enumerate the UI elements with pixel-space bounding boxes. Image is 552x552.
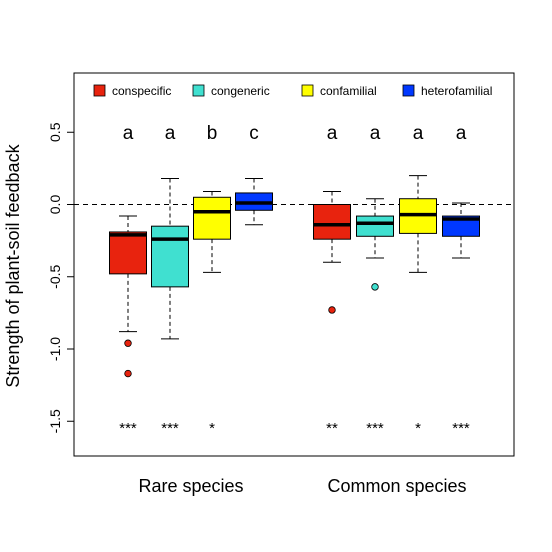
significance-letter: a: [413, 123, 424, 144]
box-iqr: [356, 215, 394, 237]
outlier-point: [371, 283, 379, 291]
box-conspecific-common: [313, 190, 351, 314]
y-tick-label: 0.5: [47, 122, 63, 142]
box-heterofamilial-rare: [235, 177, 273, 226]
outlier-point: [328, 306, 336, 314]
box-heterofamilial-common: [442, 202, 480, 259]
plot-frame: [73, 72, 515, 457]
legend-swatch: [93, 84, 106, 97]
x-axis: Rare species Common species: [138, 476, 466, 496]
box-confamilial-common: [399, 175, 437, 273]
significance-letter: c: [249, 123, 259, 144]
legend-item-confamilial: confamilial: [301, 84, 377, 98]
significance-stars: *** *** * ** *** * ***: [119, 420, 470, 437]
significance-letter: b: [207, 123, 218, 144]
significance-letter: a: [123, 123, 134, 144]
box-iqr: [109, 231, 147, 275]
significance-letter: a: [327, 123, 338, 144]
y-axis-label: Strength of plant-soil feedback: [3, 143, 23, 387]
legend-swatch: [402, 84, 415, 97]
significance-stars-label: ***: [161, 420, 179, 437]
legend-swatch: [301, 84, 314, 97]
legend-item-heterofamilial: heterofamilial: [402, 84, 492, 98]
legend-label: heterofamilial: [421, 84, 492, 98]
outlier-point: [124, 339, 132, 347]
legend-label: confamilial: [320, 84, 377, 98]
box-congeneric-rare: [151, 177, 189, 340]
significance-stars-label: ***: [366, 420, 384, 437]
legend-swatch: [192, 84, 205, 97]
legend-label: congeneric: [211, 84, 270, 98]
box-conspecific-rare: [109, 215, 147, 378]
outlier-point: [124, 369, 132, 378]
box-iqr: [313, 204, 351, 240]
significance-stars-label: *: [415, 420, 421, 437]
y-tick-label: 0.0: [47, 195, 63, 215]
significance-stars-label: ***: [452, 420, 470, 437]
significance-stars-label: **: [326, 420, 338, 437]
y-tick-label: -0.5: [47, 264, 63, 288]
box-congeneric-common: [356, 198, 394, 291]
significance-letter: a: [370, 123, 381, 144]
x-group-label: Common species: [327, 476, 466, 496]
box-iqr: [151, 225, 189, 288]
box-confamilial-rare: [193, 190, 231, 273]
significance-stars-label: *: [209, 420, 215, 437]
significance-stars-label: ***: [119, 420, 137, 437]
y-tick-label: -1.5: [47, 409, 63, 433]
y-axis: 0.5 0.0 -0.5 -1.0 -1.5: [47, 122, 74, 433]
x-group-label: Rare species: [138, 476, 243, 496]
boxes: [109, 175, 480, 378]
legend-label: conspecific: [112, 84, 171, 98]
y-tick-label: -1.0: [47, 337, 63, 361]
legend: conspecific congeneric confamilial heterofa…: [93, 84, 492, 98]
significance-letter: a: [456, 123, 467, 144]
legend-item-conspecific: conspecific: [93, 84, 171, 98]
significance-letter: a: [165, 123, 176, 144]
box-iqr: [193, 196, 231, 240]
box-iqr: [442, 215, 480, 237]
legend-item-congeneric: congeneric: [192, 84, 270, 98]
